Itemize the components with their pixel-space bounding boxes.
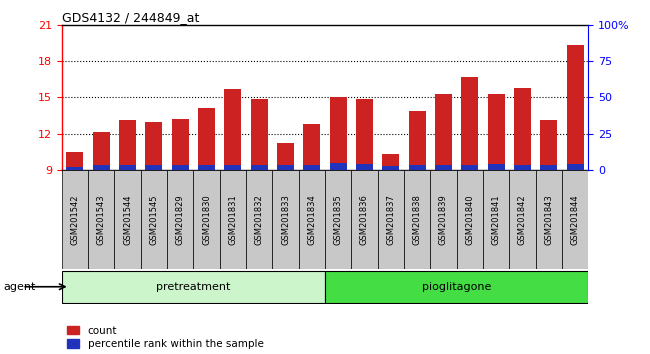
Bar — [567, 45, 584, 170]
FancyBboxPatch shape — [483, 170, 510, 269]
Bar — [198, 108, 215, 170]
Bar — [540, 120, 557, 170]
Bar — [224, 89, 241, 170]
FancyBboxPatch shape — [114, 170, 140, 269]
Bar — [514, 165, 531, 170]
Bar — [382, 154, 399, 170]
Legend: count, percentile rank within the sample: count, percentile rank within the sample — [67, 326, 264, 349]
Bar — [462, 165, 478, 170]
FancyBboxPatch shape — [378, 170, 404, 269]
FancyBboxPatch shape — [510, 170, 536, 269]
FancyBboxPatch shape — [325, 271, 588, 303]
Text: GSM201839: GSM201839 — [439, 194, 448, 245]
Bar — [514, 88, 531, 170]
Bar — [409, 111, 426, 170]
Text: GSM201545: GSM201545 — [150, 194, 159, 245]
FancyBboxPatch shape — [194, 170, 220, 269]
FancyBboxPatch shape — [220, 170, 246, 269]
FancyBboxPatch shape — [456, 170, 483, 269]
Bar — [224, 165, 241, 170]
Bar — [330, 163, 346, 170]
Bar — [172, 165, 188, 170]
Text: GSM201544: GSM201544 — [123, 194, 132, 245]
Bar — [382, 166, 399, 170]
Text: GSM201843: GSM201843 — [544, 194, 553, 245]
Text: GSM201833: GSM201833 — [281, 194, 290, 245]
FancyBboxPatch shape — [325, 170, 352, 269]
Bar — [304, 124, 320, 170]
Text: GSM201830: GSM201830 — [202, 194, 211, 245]
Bar — [172, 119, 188, 170]
FancyBboxPatch shape — [404, 170, 430, 269]
Text: GSM201543: GSM201543 — [97, 194, 106, 245]
FancyBboxPatch shape — [430, 170, 456, 269]
FancyBboxPatch shape — [88, 170, 114, 269]
Text: GSM201840: GSM201840 — [465, 194, 474, 245]
Bar — [119, 165, 136, 170]
Bar — [330, 97, 346, 170]
FancyBboxPatch shape — [246, 170, 272, 269]
Bar — [304, 165, 320, 170]
Bar — [251, 98, 268, 170]
Bar — [488, 94, 504, 170]
Bar — [462, 77, 478, 170]
Text: GSM201844: GSM201844 — [571, 194, 580, 245]
Bar — [277, 165, 294, 170]
Text: GSM201842: GSM201842 — [518, 194, 527, 245]
FancyBboxPatch shape — [352, 170, 378, 269]
FancyBboxPatch shape — [299, 170, 325, 269]
Bar — [567, 164, 584, 170]
Bar — [488, 164, 504, 170]
Text: GSM201841: GSM201841 — [491, 194, 500, 245]
Bar — [146, 121, 162, 170]
Text: GDS4132 / 244849_at: GDS4132 / 244849_at — [62, 11, 199, 24]
Text: GSM201836: GSM201836 — [360, 194, 369, 245]
Bar — [146, 165, 162, 170]
Text: GSM201837: GSM201837 — [386, 194, 395, 245]
FancyBboxPatch shape — [62, 170, 88, 269]
Text: GSM201829: GSM201829 — [176, 194, 185, 245]
Bar — [93, 165, 110, 170]
Text: GSM201832: GSM201832 — [255, 194, 264, 245]
Bar — [119, 120, 136, 170]
Bar — [356, 98, 373, 170]
Text: GSM201831: GSM201831 — [228, 194, 237, 245]
Text: pretreatment: pretreatment — [156, 282, 231, 292]
Bar — [409, 165, 426, 170]
FancyBboxPatch shape — [562, 170, 588, 269]
Bar — [93, 132, 110, 170]
Bar — [198, 165, 215, 170]
Bar — [66, 152, 83, 170]
FancyBboxPatch shape — [62, 271, 325, 303]
Text: GSM201838: GSM201838 — [413, 194, 422, 245]
Bar — [540, 165, 557, 170]
Text: agent: agent — [3, 282, 36, 292]
Text: pioglitagone: pioglitagone — [422, 282, 491, 292]
Bar — [277, 143, 294, 170]
Bar — [435, 94, 452, 170]
FancyBboxPatch shape — [536, 170, 562, 269]
Bar — [66, 166, 83, 170]
FancyBboxPatch shape — [140, 170, 167, 269]
Bar — [251, 165, 268, 170]
Text: GSM201542: GSM201542 — [70, 194, 79, 245]
FancyBboxPatch shape — [167, 170, 194, 269]
Text: GSM201835: GSM201835 — [333, 194, 343, 245]
FancyBboxPatch shape — [272, 170, 299, 269]
Bar — [356, 164, 373, 170]
Text: GSM201834: GSM201834 — [307, 194, 317, 245]
Bar — [435, 165, 452, 170]
